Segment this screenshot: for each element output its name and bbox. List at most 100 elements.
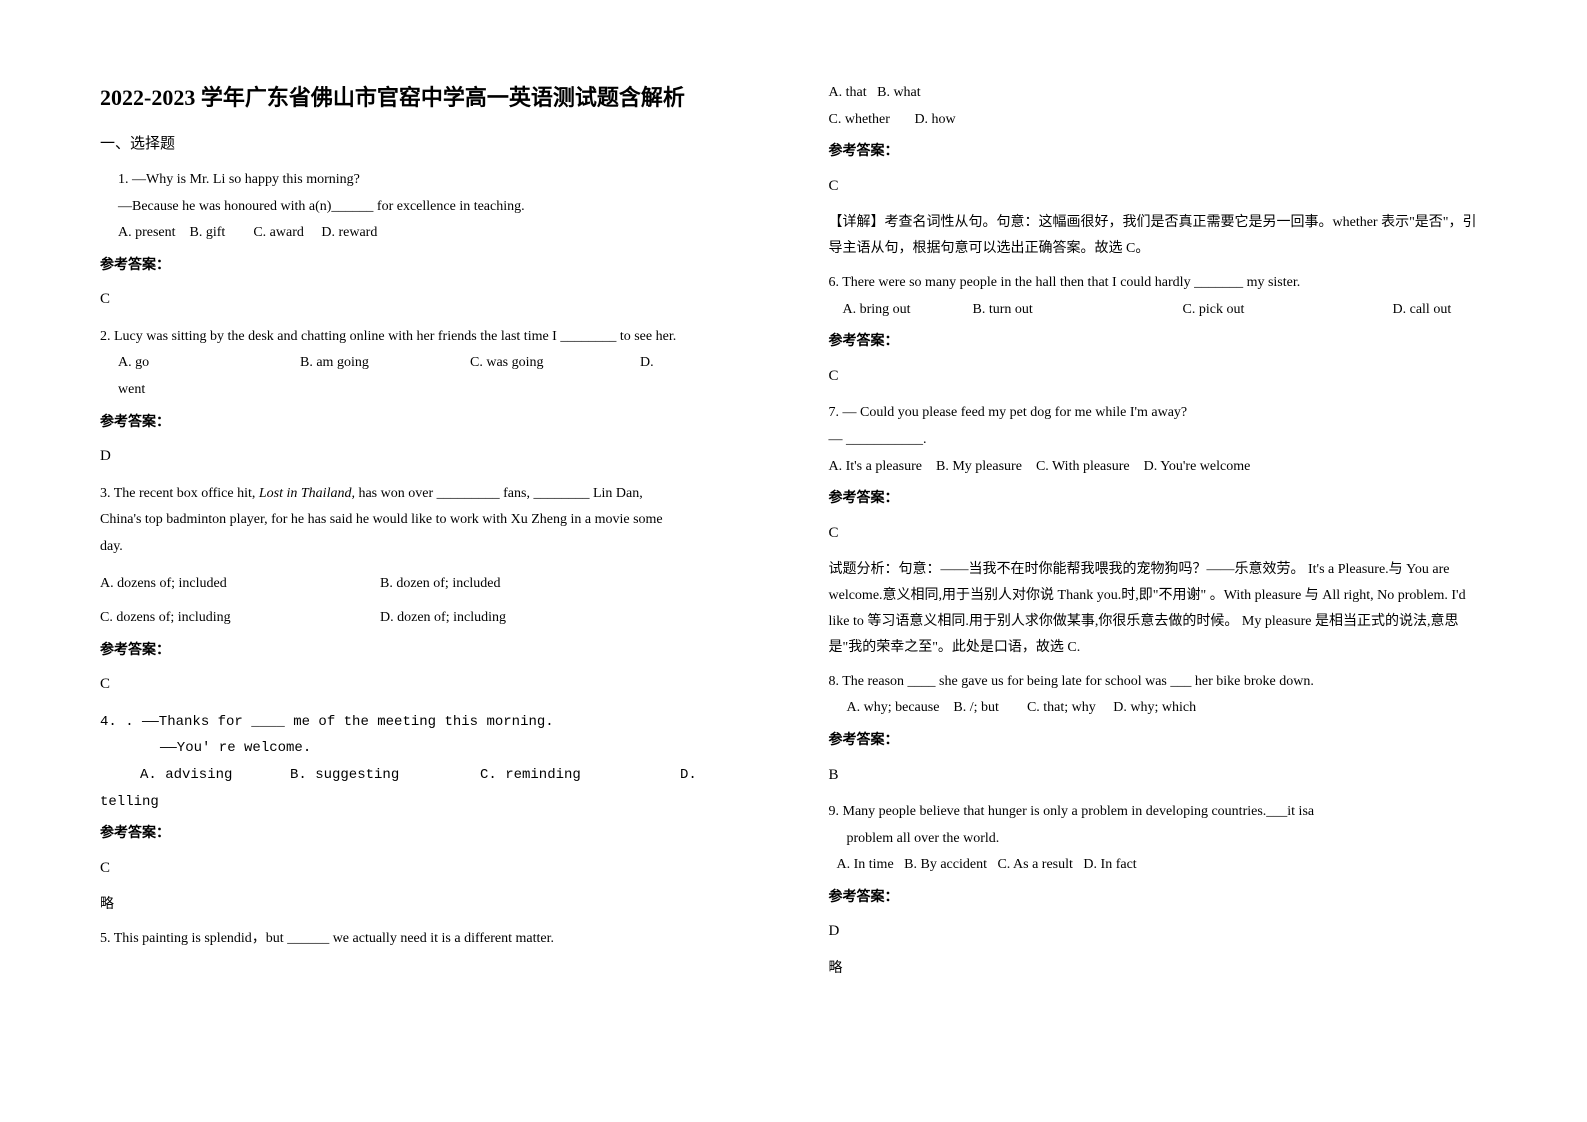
q2-optD-prefix: D. bbox=[640, 350, 654, 377]
question-7: 7. — Could you please feed my pet dog fo… bbox=[829, 400, 1488, 660]
question-4: 4. . ——Thanks for ____ me of the meeting… bbox=[100, 709, 759, 918]
q7-optC: C. With pleasure bbox=[1036, 459, 1130, 474]
q8-optA: A. why; because bbox=[847, 700, 940, 715]
answer-label: 参考答案： bbox=[829, 728, 1488, 755]
q4-omit: 略 bbox=[100, 892, 759, 918]
q7-line1: 7. — Could you please feed my pet dog fo… bbox=[829, 400, 1488, 427]
q5-explain: 【详解】考查名词性从句。句意：这幅画很好，我们是否真正需要它是另一回事。whet… bbox=[829, 210, 1488, 262]
q7-line2: — ___________. bbox=[829, 427, 1488, 454]
q3-optD: D. dozen of; including bbox=[380, 605, 506, 632]
q7-optA: A. It's a pleasure bbox=[829, 459, 923, 474]
q7-answer: C bbox=[829, 519, 1488, 548]
q5-line1: 5. This painting is splendid，but ______ … bbox=[100, 926, 759, 953]
q2-line1: 2. Lucy was sitting by the desk and chat… bbox=[100, 324, 759, 351]
q4-line1: 4. . ——Thanks for ____ me of the meeting… bbox=[100, 709, 759, 736]
q7-options: A. It's a pleasure B. My pleasure C. Wit… bbox=[829, 454, 1488, 481]
q3-optC: C. dozens of; including bbox=[100, 605, 380, 632]
q1-optC: C. award bbox=[253, 225, 304, 240]
q8-answer: B bbox=[829, 761, 1488, 790]
q3-line1b: Lost in Thailand, bbox=[259, 486, 355, 501]
answer-label: 参考答案： bbox=[100, 638, 759, 665]
q4-optB: B. suggesting bbox=[290, 762, 480, 789]
q1-line2: —Because he was honoured with a(n)______… bbox=[100, 194, 759, 221]
page-content: 2022-2023 学年广东省佛山市官窑中学高一英语测试题含解析 一、选择题 1… bbox=[100, 80, 1487, 1080]
question-9: 9. Many people believe that hunger is on… bbox=[829, 799, 1488, 982]
q6-optA: A. bring out bbox=[843, 297, 973, 324]
q4-optD-prefix: D. bbox=[680, 762, 697, 789]
q2-optA: A. go bbox=[100, 350, 300, 377]
q4-optD-rest: telling bbox=[100, 789, 759, 816]
q9-line2: problem all over the world. bbox=[829, 826, 1488, 853]
q7-explain: 试题分析：句意：——当我不在时你能帮我喂我的宠物狗吗？——乐意效劳。 It's … bbox=[829, 557, 1488, 661]
q3-line1a: 3. The recent box office hit, bbox=[100, 486, 259, 501]
q3-row2: C. dozens of; including D. dozen of; inc… bbox=[100, 605, 759, 632]
answer-label: 参考答案： bbox=[100, 821, 759, 848]
q1-optB: B. gift bbox=[190, 225, 226, 240]
q4-answer: C bbox=[100, 854, 759, 883]
document-title: 2022-2023 学年广东省佛山市官窑中学高一英语测试题含解析 bbox=[100, 80, 759, 112]
q4-options: A. advising B. suggesting C. reminding D… bbox=[100, 762, 759, 789]
q4-line2: ——You' re welcome. bbox=[100, 735, 759, 762]
q1-options: A. present B. gift C. award D. reward bbox=[100, 220, 759, 247]
q3-answer: C bbox=[100, 670, 759, 699]
q5-optB: B. what bbox=[877, 85, 921, 100]
q5-optD: D. how bbox=[914, 112, 955, 127]
q3-line1c: has won over _________ fans, ________ Li… bbox=[355, 486, 643, 501]
q6-line1: 6. There were so many people in the hall… bbox=[829, 270, 1488, 297]
q9-answer: D bbox=[829, 917, 1488, 946]
answer-label: 参考答案： bbox=[829, 885, 1488, 912]
q8-optD: D. why; which bbox=[1113, 700, 1196, 715]
q6-options: A. bring out B. turn out C. pick out D. … bbox=[829, 297, 1488, 324]
question-6: 6. There were so many people in the hall… bbox=[829, 270, 1488, 390]
q3-line2: China's top badminton player, for he has… bbox=[100, 507, 759, 534]
q5-optA: A. that bbox=[829, 85, 867, 100]
q8-optB: B. /; but bbox=[953, 700, 999, 715]
question-2: 2. Lucy was sitting by the desk and chat… bbox=[100, 324, 759, 471]
q5-answer: C bbox=[829, 172, 1488, 201]
question-5-rest: A. that B. what C. whether D. how 参考答案： … bbox=[829, 80, 1488, 262]
q2-answer: D bbox=[100, 442, 759, 471]
q9-optD: D. In fact bbox=[1083, 857, 1136, 872]
q1-optA: A. present bbox=[118, 225, 176, 240]
section-header: 一、选择题 bbox=[100, 132, 759, 153]
q9-optA: A. In time bbox=[837, 857, 894, 872]
answer-label: 参考答案： bbox=[100, 253, 759, 280]
q3-line1: 3. The recent box office hit, Lost in Th… bbox=[100, 481, 759, 508]
q1-optD: D. reward bbox=[321, 225, 377, 240]
question-1: 1. —Why is Mr. Li so happy this morning?… bbox=[100, 167, 759, 314]
q6-optD: D. call out bbox=[1393, 297, 1452, 324]
answer-label: 参考答案： bbox=[829, 139, 1488, 166]
q9-optC: C. As a result bbox=[997, 857, 1072, 872]
q3-optA: A. dozens of; included bbox=[100, 571, 380, 598]
q4-optC: C. reminding bbox=[480, 762, 680, 789]
q2-optB: B. am going bbox=[300, 350, 470, 377]
question-3: 3. The recent box office hit, Lost in Th… bbox=[100, 481, 759, 699]
q3-row1: A. dozens of; included B. dozen of; incl… bbox=[100, 571, 759, 598]
q9-options: A. In time B. By accident C. As a result… bbox=[829, 852, 1488, 879]
q3-optB: B. dozen of; included bbox=[380, 571, 501, 598]
q9-line1: 9. Many people believe that hunger is on… bbox=[829, 799, 1488, 826]
question-8: 8. The reason ____ she gave us for being… bbox=[829, 669, 1488, 789]
answer-label: 参考答案： bbox=[829, 486, 1488, 513]
q1-answer: C bbox=[100, 285, 759, 314]
q5-row2: C. whether D. how bbox=[829, 107, 1488, 134]
q1-line1: 1. —Why is Mr. Li so happy this morning? bbox=[100, 167, 759, 194]
q5-optC: C. whether bbox=[829, 112, 890, 127]
q9-omit: 略 bbox=[829, 956, 1488, 982]
q8-optC: C. that; why bbox=[1027, 700, 1096, 715]
q2-optC: C. was going bbox=[470, 350, 640, 377]
q2-options: A. go B. am going C. was going D. bbox=[100, 350, 759, 377]
q3-line3: day. bbox=[100, 534, 759, 561]
q2-optD-rest: went bbox=[100, 377, 759, 404]
q5-row1: A. that B. what bbox=[829, 80, 1488, 107]
q6-answer: C bbox=[829, 362, 1488, 391]
q8-line1: 8. The reason ____ she gave us for being… bbox=[829, 669, 1488, 696]
q6-optC: C. pick out bbox=[1183, 297, 1393, 324]
q9-optB: B. By accident bbox=[904, 857, 987, 872]
q6-optB: B. turn out bbox=[973, 297, 1183, 324]
question-5-stem: 5. This painting is splendid，but ______ … bbox=[100, 926, 759, 953]
q7-optB: B. My pleasure bbox=[936, 459, 1022, 474]
answer-label: 参考答案： bbox=[100, 410, 759, 437]
q8-options: A. why; because B. /; but C. that; why D… bbox=[829, 695, 1488, 722]
q4-optA: A. advising bbox=[140, 762, 290, 789]
